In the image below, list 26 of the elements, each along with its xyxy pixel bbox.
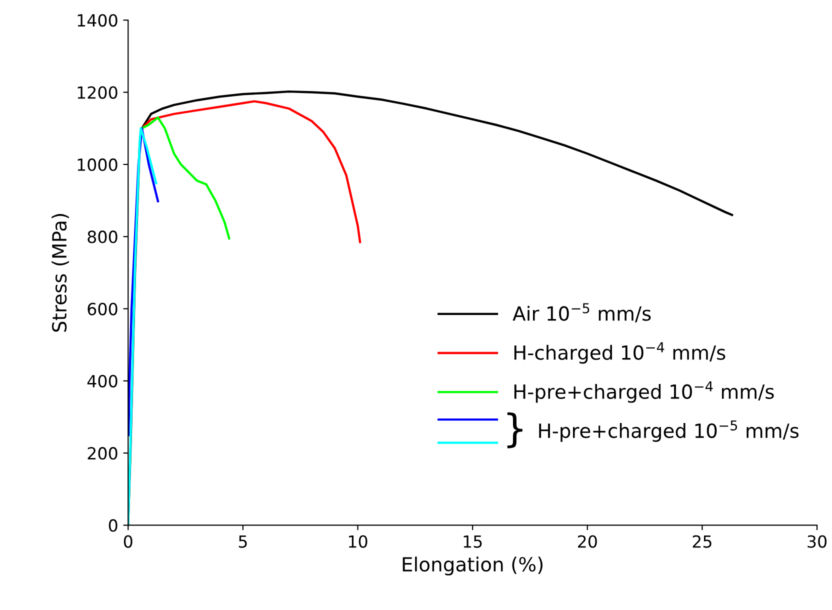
x-tick-label: 25 [692,535,712,548]
line-series [140,116,230,240]
line-series [128,127,158,526]
annotation: } [507,412,522,448]
y-tick-label: 200 [88,447,118,460]
y-tick-label: 1400 [78,14,118,27]
legend-label: H-pre+charged 10$^{−5}$ mm/s [539,420,799,442]
line-series [128,127,160,436]
legend-label: Air 10$^{−5}$ mm/s [512,303,651,322]
y-axis-title: Stress (MPa) [52,214,69,332]
y-tick-label: 1200 [78,86,118,99]
legend-label: H-pre+charged 10$^{−4}$ mm/s [514,381,774,403]
x-tick-label: 10 [348,535,368,548]
x-axis-title: Elongation (%) [402,556,543,576]
x-tick-label: 0 [124,535,132,548]
y-tick-label: 400 [87,374,118,388]
line-series [140,100,362,244]
y-tick-label: 1000 [78,158,118,172]
y-tick-label: 0 [108,519,118,532]
legend-label: H-charged 10$^{−4}$ mm/s [514,342,726,364]
x-tick-label: 5 [238,535,247,548]
y-tick-label: 600 [88,302,118,316]
y-tick-label: 800 [88,230,118,244]
x-tick-label: 30 [808,535,827,548]
x-tick-label: 15 [464,535,482,548]
x-tick-label: 20 [578,535,597,548]
